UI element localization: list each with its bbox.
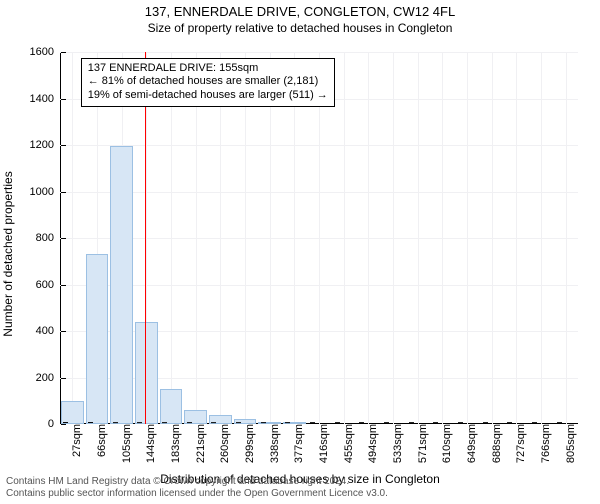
- footer-line-1: Contains HM Land Registry data © Crown c…: [6, 476, 594, 488]
- y-tick: 1200: [30, 139, 60, 151]
- page-subtitle: Size of property relative to detached ho…: [0, 21, 600, 35]
- y-tick: 200: [36, 372, 60, 384]
- y-axis-label: Number of detached properties: [1, 89, 15, 254]
- x-tick: 338sqm: [267, 424, 281, 463]
- x-tick: 183sqm: [168, 424, 182, 463]
- y-tick: 0: [48, 418, 60, 430]
- y-tick: 400: [36, 325, 60, 337]
- x-tick: 377sqm: [291, 424, 305, 463]
- page-title: 137, ENNERDALE DRIVE, CONGLETON, CW12 4F…: [0, 4, 600, 19]
- y-tick: 1000: [30, 186, 60, 198]
- x-tick: 221sqm: [193, 424, 207, 463]
- histogram-chart: 137 ENNERDALE DRIVE: 155sqm← 81% of deta…: [60, 52, 578, 424]
- x-tick: 27sqm: [69, 424, 83, 457]
- x-tick: 260sqm: [217, 424, 231, 463]
- x-tick: 610sqm: [439, 424, 453, 463]
- x-tick: 766sqm: [538, 424, 552, 463]
- x-tick: 299sqm: [242, 424, 256, 463]
- y-tick: 1600: [30, 46, 60, 58]
- x-tick: 494sqm: [365, 424, 379, 463]
- x-tick: 649sqm: [464, 424, 478, 463]
- x-tick: 688sqm: [489, 424, 503, 463]
- x-tick: 105sqm: [119, 424, 133, 463]
- x-tick: 533sqm: [390, 424, 404, 463]
- y-tick: 600: [36, 279, 60, 291]
- x-tick: 416sqm: [316, 424, 330, 463]
- footer-attribution: Contains HM Land Registry data © Crown c…: [6, 476, 594, 500]
- y-tick: 1400: [30, 93, 60, 105]
- x-tick: 727sqm: [513, 424, 527, 463]
- footer-line-2: Contains public sector information licen…: [6, 488, 594, 500]
- x-tick: 805sqm: [563, 424, 577, 463]
- y-tick: 800: [36, 232, 60, 244]
- x-tick: 66sqm: [94, 424, 108, 457]
- x-tick: 455sqm: [341, 424, 355, 463]
- x-tick: 571sqm: [415, 424, 429, 463]
- x-tick: 144sqm: [143, 424, 157, 463]
